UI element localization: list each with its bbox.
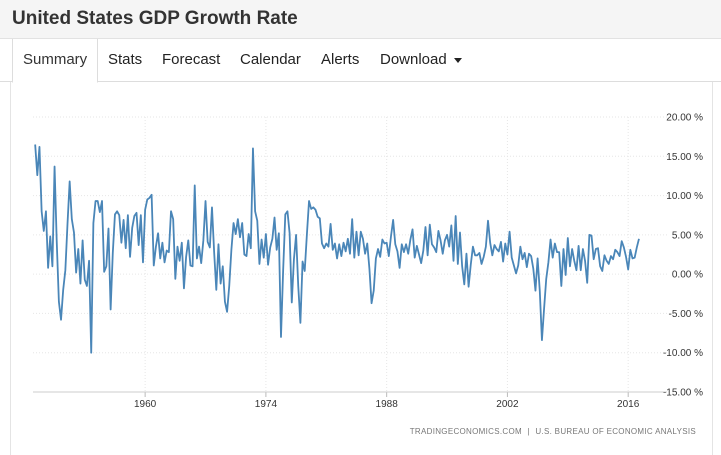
tab-download[interactable]: Download	[380, 39, 462, 82]
y-tick-label: -15.00 %	[663, 388, 703, 399]
tab-forecast[interactable]: Forecast	[162, 51, 221, 68]
x-tick-label: 1974	[255, 399, 278, 410]
y-tick-label: -5.00 %	[669, 309, 704, 320]
x-tick-label: 1988	[376, 399, 399, 410]
tab-bar: Summary Stats Forecast Calendar Alerts D…	[0, 39, 721, 83]
chart-area: 20.00 % 15.00 % 10.00 % 5.00 % 0.00 % -5.00 %…	[10, 82, 713, 455]
source-left: TRADINGECONOMICS.COM	[409, 427, 522, 436]
tab-calendar[interactable]: Calendar	[240, 51, 301, 68]
x-tick-label: 2002	[496, 399, 519, 410]
gdp-growth-chart: 20.00 % 15.00 % 10.00 % 5.00 % 0.00 % -5.00 %…	[33, 113, 703, 410]
x-tick-label: 1960	[134, 399, 157, 410]
y-tick-label: 15.00 %	[666, 152, 703, 163]
tab-summary[interactable]: Summary	[12, 39, 98, 83]
title-bar: United States GDP Growth Rate	[0, 0, 721, 39]
tab-download-label: Download	[380, 51, 447, 68]
source-separator: |	[527, 427, 530, 436]
source-credit: TRADINGECONOMICS.COM | U.S. BUREAU OF EC…	[410, 427, 696, 436]
series-line-gdp-growth	[34, 144, 640, 354]
tab-alerts[interactable]: Alerts	[321, 51, 360, 68]
y-axis: 20.00 % 15.00 % 10.00 % 5.00 % 0.00 % -5.00 %…	[663, 113, 703, 399]
tab-stats[interactable]: Stats	[108, 51, 143, 68]
caret-down-icon	[453, 57, 462, 63]
y-tick-label: 0.00 %	[672, 270, 703, 281]
x-tick-label: 2016	[617, 399, 640, 410]
source-right: U.S. BUREAU OF ECONOMIC ANALYSIS	[535, 427, 696, 436]
page-title: United States GDP Growth Rate	[12, 8, 298, 29]
y-tick-label: 5.00 %	[672, 230, 703, 241]
y-tick-label: 20.00 %	[666, 113, 703, 124]
y-tick-label: -10.00 %	[663, 348, 703, 359]
y-tick-label: 10.00 %	[666, 191, 703, 202]
x-axis: 1960 1974 1988 2002 2016	[33, 391, 667, 410]
